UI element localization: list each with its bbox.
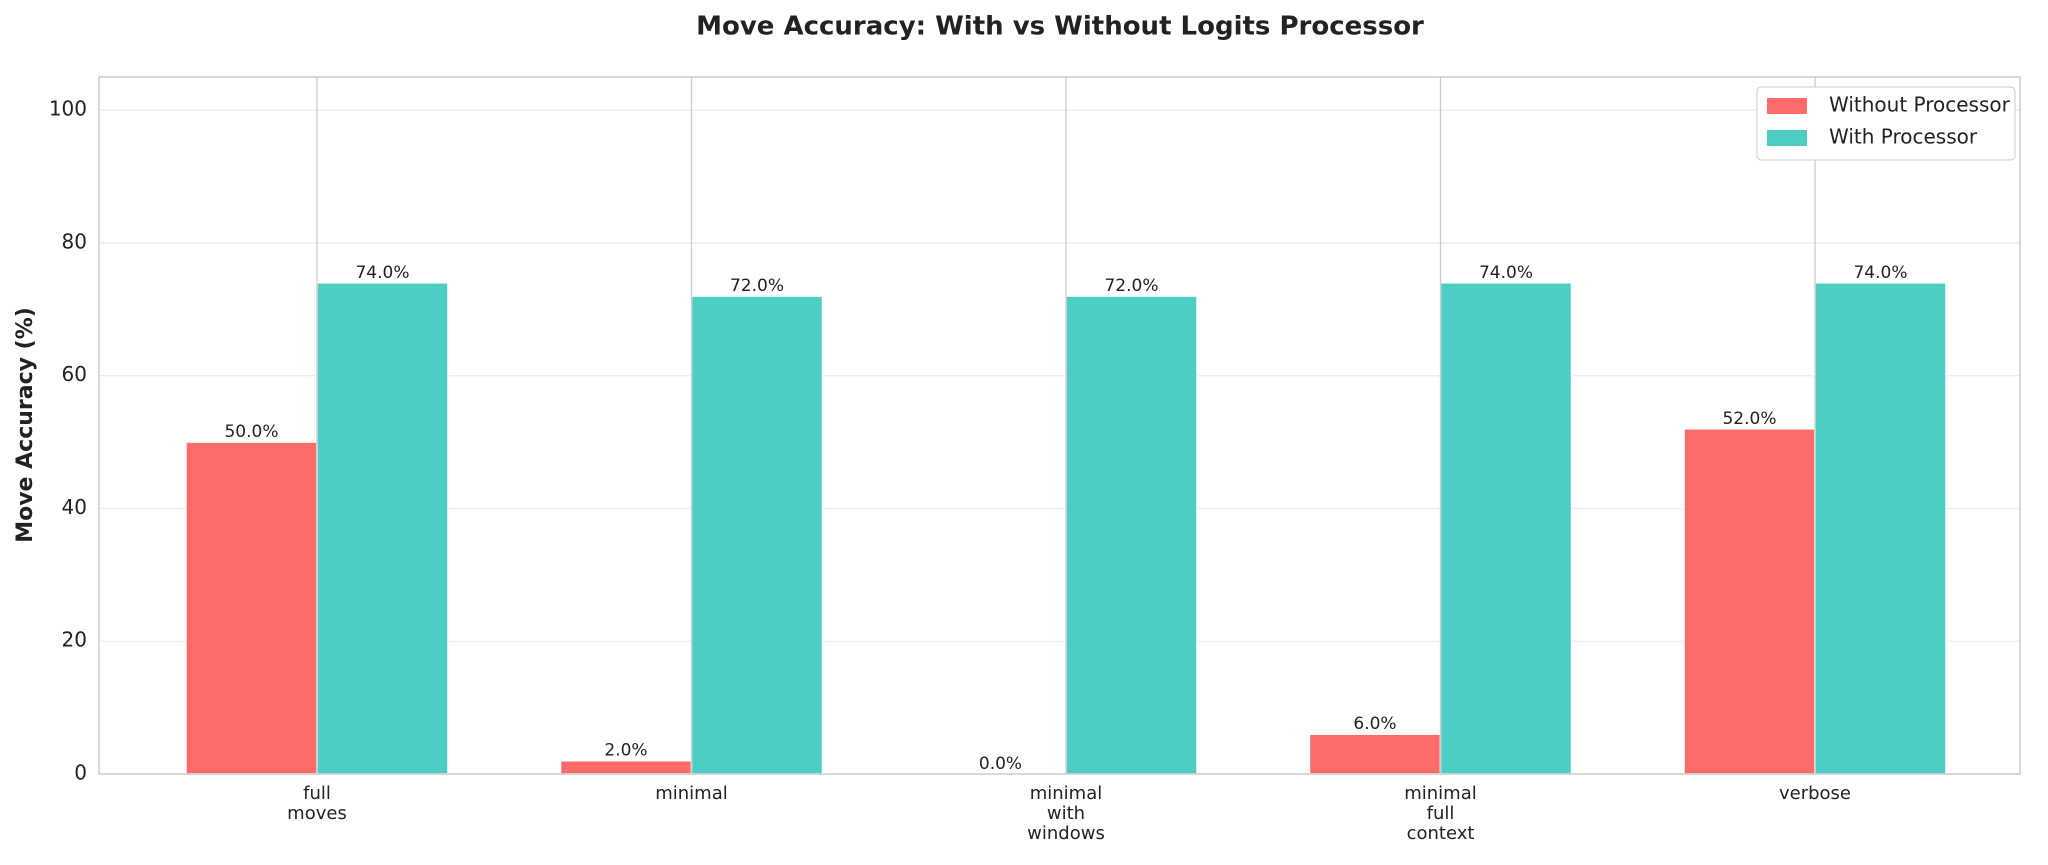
bar	[690, 295, 824, 775]
x-tick-label: minimal	[655, 783, 728, 804]
bar	[185, 441, 318, 775]
y-tick-label: 20	[62, 628, 87, 652]
legend-label: Without Processor	[1829, 93, 2011, 117]
y-tick-label: 80	[62, 229, 87, 253]
x-tick-label: verbose	[1778, 783, 1852, 804]
value-label: 72.0%	[730, 276, 784, 296]
value-label: 74.0%	[1853, 263, 1907, 283]
value-label: 72.0%	[1104, 276, 1158, 296]
y-tick-label: 0	[74, 761, 87, 785]
value-label: 52.0%	[1722, 409, 1776, 429]
value-label: 74.0%	[355, 263, 409, 283]
x-tick-label: minimal full context	[1404, 783, 1477, 844]
value-label: 0.0%	[979, 754, 1022, 774]
legend-swatch	[1767, 130, 1807, 146]
x-tick-label: full moves	[287, 783, 347, 824]
bar	[1683, 428, 1816, 775]
x-tick-label: minimal with windows	[1027, 783, 1105, 844]
y-tick-label: 100	[49, 97, 87, 121]
value-label: 50.0%	[224, 422, 278, 442]
value-label: 2.0%	[604, 741, 647, 761]
value-label: 74.0%	[1479, 263, 1533, 283]
value-label: 6.0%	[1353, 714, 1396, 734]
bar	[1308, 733, 1442, 775]
bar	[1814, 282, 1947, 775]
chart-title: Move Accuracy: With vs Without Logits Pr…	[696, 12, 1424, 42]
plot-frame	[98, 76, 2021, 775]
legend-box	[1756, 86, 2016, 161]
legend-swatch	[1767, 98, 1807, 114]
bar	[559, 759, 693, 775]
legend-label: With Processor	[1829, 125, 1978, 149]
bar	[1065, 295, 1198, 775]
y-tick-label: 40	[62, 495, 87, 519]
y-axis-label: Move Accuracy (%)	[13, 307, 38, 543]
y-tick-label: 60	[62, 362, 87, 386]
bar	[316, 282, 449, 775]
bar	[1439, 282, 1573, 775]
